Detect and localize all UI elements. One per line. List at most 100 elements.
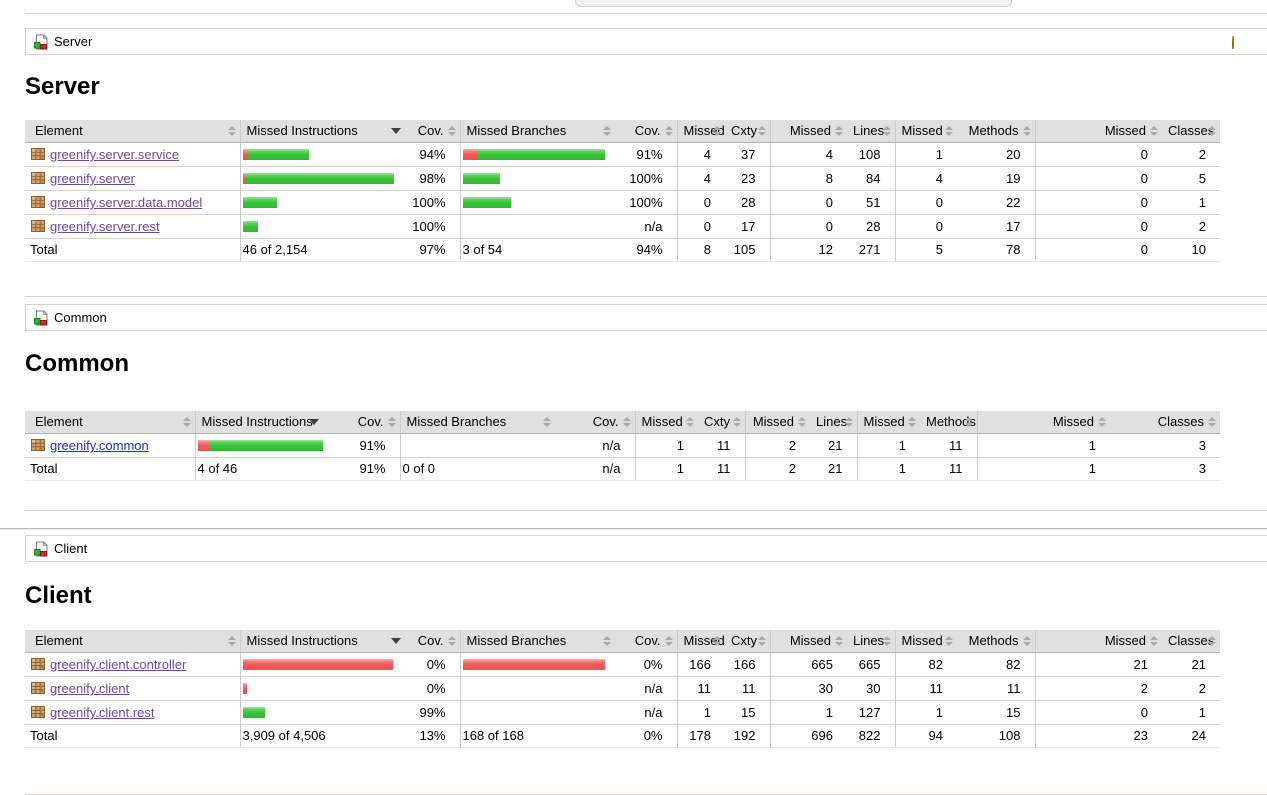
package-link[interactable]: greenify.server: [50, 171, 136, 186]
column-header-label: Cxty: [731, 633, 757, 648]
column-header-classes-12[interactable]: Classes: [1110, 411, 1220, 434]
column-header-cov-2[interactable]: Cov.: [405, 120, 460, 143]
total-branch-coverage-cell: n/a: [555, 457, 635, 481]
column-header-cov-4[interactable]: Cov.: [615, 630, 677, 653]
column-header-methods-10[interactable]: Methods: [957, 120, 1035, 143]
column-header-label: Missed Branches: [466, 633, 567, 648]
counter-cell: 0: [676, 214, 725, 239]
table-row: greenify.client.controller 0% 0% 166 166 665 6…: [25, 652, 1220, 677]
sort-toggle-icon: [757, 126, 766, 136]
column-header-label: Methods: [968, 123, 1019, 138]
column-header-lines-8[interactable]: Lines: [847, 120, 895, 143]
column-header-classes-12[interactable]: Classes: [1162, 630, 1220, 653]
package-link[interactable]: greenify.server.data.model: [50, 195, 203, 210]
spacer: [0, 481, 1267, 510]
column-header-missedbranches-3[interactable]: Missed Branches: [459, 630, 615, 653]
total-counter-cell: 10: [1162, 238, 1220, 262]
total-counter-cell: 8: [676, 238, 725, 262]
column-header-element-0[interactable]: Element: [25, 120, 240, 143]
column-header-missed-5[interactable]: Missed: [676, 120, 725, 143]
spacer: [0, 331, 1267, 351]
column-header-missed-9[interactable]: Missed: [856, 411, 920, 434]
total-missed-instructions-cell: 3,909 of 4,506: [239, 724, 405, 748]
instruction-coverage-cell: 94%: [405, 142, 460, 167]
branch-coverage-cell: 100%: [615, 190, 677, 215]
total-missed-branches-cell: 0 of 0: [399, 457, 555, 481]
column-header-missed-7[interactable]: Missed: [744, 411, 810, 434]
package-icon: [30, 170, 46, 186]
column-header-missed-11[interactable]: Missed: [1034, 120, 1162, 143]
total-instruction-coverage-cell: 97%: [405, 238, 460, 262]
scrolled-element-fragment: [575, 0, 1012, 7]
counter-cell: 2: [744, 433, 810, 458]
column-header-lines-8[interactable]: Lines: [810, 411, 857, 434]
page-title: Server: [25, 73, 100, 100]
counter-cell: 28: [847, 214, 895, 239]
counter-cell: 15: [957, 700, 1035, 725]
package-cell: greenify.server.data.model: [25, 190, 240, 215]
missed-instructions-bar-cell: [194, 433, 323, 458]
package-link[interactable]: greenify.server.rest: [50, 219, 160, 234]
column-header-missed-5[interactable]: Missed: [676, 630, 725, 653]
package-cell: greenify.server.service: [25, 142, 240, 167]
sort-toggle-icon: [664, 636, 673, 646]
page-divider: [0, 528, 1267, 530]
sessions-clock-icon[interactable]: [1232, 36, 1238, 49]
counter-cell: 0: [894, 190, 957, 215]
missed-branches-bar-cell: [459, 700, 615, 725]
column-header-label: Classes: [1168, 633, 1215, 648]
counter-cell: 2: [1162, 676, 1220, 701]
column-header-element-0[interactable]: Element: [25, 411, 195, 434]
column-header-cxty-6[interactable]: Cxty: [698, 411, 745, 434]
package-link[interactable]: greenify.client.controller: [50, 657, 187, 672]
branch-coverage-cell: n/a: [615, 700, 677, 725]
column-header-classes-12[interactable]: Classes: [1162, 120, 1220, 143]
column-header-element-0[interactable]: Element: [25, 630, 240, 653]
column-header-missedbranches-3[interactable]: Missed Branches: [459, 120, 615, 143]
column-header-cxty-6[interactable]: Cxty: [725, 630, 770, 653]
counter-cell: 21: [1162, 652, 1220, 677]
spacer: [0, 297, 1267, 304]
column-header-methods-10[interactable]: Methods: [920, 411, 977, 434]
column-header-methods-10[interactable]: Methods: [957, 630, 1035, 653]
column-header-missed-7[interactable]: Missed: [769, 120, 847, 143]
counter-cell: 0: [676, 190, 725, 215]
column-header-missed-11[interactable]: Missed: [1034, 630, 1162, 653]
total-instruction-coverage-cell: 13%: [405, 724, 460, 748]
column-header-missed-11[interactable]: Missed: [976, 411, 1110, 434]
sort-toggle-icon: [1208, 417, 1216, 427]
missed-instructions-bar-cell: [239, 652, 405, 677]
column-header-label: Missed: [789, 123, 831, 138]
spacer: [0, 748, 1267, 794]
column-header-cov-2[interactable]: Cov.: [405, 630, 460, 653]
column-header-cov-4[interactable]: Cov.: [555, 411, 635, 434]
counter-cell: 30: [769, 676, 847, 701]
column-header-missedinstructions-1[interactable]: Missed Instructions: [239, 120, 405, 143]
column-header-cov-2[interactable]: Cov.: [323, 411, 400, 434]
column-header-missed-7[interactable]: Missed: [769, 630, 847, 653]
package-link[interactable]: greenify.server.service: [50, 147, 180, 162]
total-counter-cell: 78: [957, 238, 1035, 262]
total-counter-cell: 105: [725, 238, 770, 262]
table-row: greenify.common 91% n/a 1 11 2 21 1 11 1 3: [25, 433, 1220, 458]
package-link[interactable]: greenify.client: [50, 681, 130, 696]
total-counter-cell: 23: [1034, 724, 1162, 748]
column-header-missedinstructions-1[interactable]: Missed Instructions: [239, 630, 405, 653]
column-header-cxty-6[interactable]: Cxty: [725, 120, 770, 143]
column-header-missed-9[interactable]: Missed: [894, 630, 957, 653]
total-counter-cell: 178: [676, 724, 725, 748]
column-header-missed-9[interactable]: Missed: [894, 120, 957, 143]
total-counter-cell: 192: [725, 724, 770, 748]
column-header-missed-5[interactable]: Missed: [634, 411, 698, 434]
column-header-cov-4[interactable]: Cov.: [615, 120, 677, 143]
covered-bar-segment: [242, 196, 277, 208]
sort-toggle-icon: [732, 417, 741, 427]
package-link[interactable]: greenify.common: [50, 438, 149, 453]
column-header-missedbranches-3[interactable]: Missed Branches: [399, 411, 555, 434]
column-header-lines-8[interactable]: Lines: [847, 630, 895, 653]
total-instruction-coverage-cell: 91%: [323, 457, 400, 481]
column-header-missedinstructions-1[interactable]: Missed Instructions: [194, 411, 323, 434]
total-counter-cell: 822: [847, 724, 895, 748]
package-link[interactable]: greenify.client.rest: [50, 705, 155, 720]
sort-toggle-icon: [686, 417, 694, 427]
